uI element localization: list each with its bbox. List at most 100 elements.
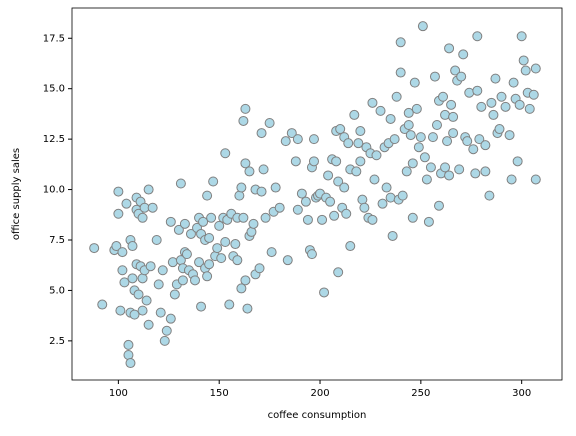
scatter-point: [317, 214, 328, 225]
scatter-point: [145, 261, 156, 272]
scatter-point: [204, 232, 215, 243]
scatter-point: [137, 305, 148, 316]
scatter-point: [202, 271, 213, 282]
scatter-point: [405, 130, 416, 141]
x-axis-label: coffee consumption: [268, 410, 367, 421]
scatter-point: [480, 140, 491, 151]
scatter-point: [470, 168, 481, 179]
scatter-point: [256, 186, 267, 197]
scatter-point: [490, 73, 501, 84]
scatter-point: [240, 158, 251, 169]
x-tick-label: 100: [109, 388, 128, 399]
scatter-point: [266, 247, 277, 258]
scatter-point: [89, 243, 100, 254]
scatter-point: [371, 150, 382, 161]
scatter-point: [123, 339, 134, 350]
scatter-point: [137, 212, 148, 223]
scatter-point: [113, 208, 124, 219]
scatter-point: [438, 91, 449, 102]
scatter-point: [442, 136, 453, 147]
scatter-point: [232, 255, 243, 266]
scatter-point: [335, 124, 346, 135]
scatter-point: [323, 170, 334, 181]
scatter-point: [508, 77, 519, 88]
scatter-point: [484, 190, 495, 201]
scatter-point: [127, 241, 138, 252]
scatter-point: [367, 97, 378, 108]
scatter-point: [462, 136, 473, 147]
scatter-point: [333, 267, 344, 278]
scatter-point: [256, 128, 267, 139]
scatter-point: [395, 67, 406, 78]
scatter-point: [524, 103, 535, 114]
scatter-point: [236, 283, 247, 294]
scatter-point: [264, 117, 275, 128]
scatter-point: [444, 170, 455, 181]
scatter-point: [97, 299, 108, 310]
scatter-point: [125, 358, 136, 369]
scatter-point: [290, 156, 301, 167]
scatter-point: [480, 166, 491, 177]
scatter-point: [357, 194, 368, 205]
scatter-point: [155, 307, 166, 318]
scatter-point: [141, 295, 152, 306]
scatter-point: [474, 134, 485, 145]
scatter-point: [407, 212, 418, 223]
scatter-point: [206, 212, 217, 223]
scatter-point: [111, 241, 122, 252]
scatter-point: [204, 259, 215, 270]
scatter-point: [427, 132, 438, 143]
scatter-point: [274, 202, 285, 213]
scatter-point: [129, 309, 140, 320]
scatter-point: [488, 109, 499, 120]
scatter-point: [173, 224, 184, 235]
y-tick-label: 7.5: [49, 235, 65, 246]
x-tick-label: 300: [512, 388, 531, 399]
scatter-point: [403, 107, 414, 118]
scatter-point: [395, 37, 406, 48]
scatter-point: [280, 136, 291, 147]
scatter-point: [500, 101, 511, 112]
scatter-point: [389, 134, 400, 145]
scatter-point: [518, 55, 529, 66]
scatter-point: [181, 249, 192, 260]
scatter-point: [413, 142, 424, 153]
scatter-point: [472, 85, 483, 96]
scatter-point: [161, 325, 172, 336]
scatter-point: [496, 91, 507, 102]
scatter-point: [423, 216, 434, 227]
scatter-point: [246, 226, 257, 237]
scatter-point: [454, 164, 465, 175]
scatter-point: [409, 77, 420, 88]
plot-frame: [71, 7, 563, 381]
scatter-point: [238, 212, 249, 223]
scatter-point: [177, 275, 188, 286]
scatter-point: [220, 148, 231, 159]
scatter-point: [292, 134, 303, 145]
scatter-point: [476, 101, 487, 112]
scatter-point: [431, 120, 442, 131]
scatter-point: [472, 31, 483, 42]
scatter-point: [240, 103, 251, 114]
scatter-point: [421, 174, 432, 185]
scatter-point: [115, 305, 126, 316]
scatter-point: [196, 301, 207, 312]
scatter-point: [121, 198, 132, 209]
scatter-point: [411, 103, 422, 114]
scatter-point: [169, 289, 180, 300]
scatter-point: [137, 273, 148, 284]
scatter-point: [397, 190, 408, 201]
scatter-point: [260, 212, 271, 223]
scatter-point: [369, 174, 380, 185]
scatter-point: [185, 228, 196, 239]
scatter-point: [202, 190, 213, 201]
scatter-point: [147, 202, 158, 213]
scatter-point: [143, 319, 154, 330]
scatter-point: [385, 192, 396, 203]
scatter-point: [444, 43, 455, 54]
scatter-point: [234, 190, 245, 201]
scatter-point: [440, 109, 451, 120]
scatter-point: [486, 97, 497, 108]
y-axis-label: office supply sales: [11, 148, 22, 240]
